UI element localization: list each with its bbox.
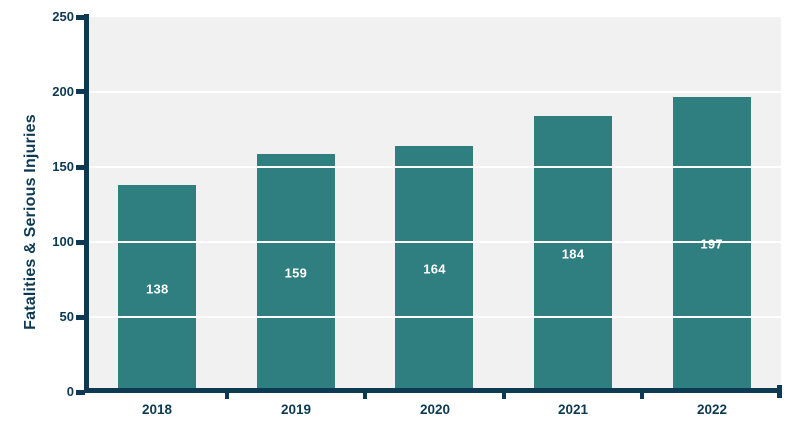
x-tick [502,392,506,399]
y-tick-label: 150 [52,159,74,174]
y-tick-label: 0 [66,384,74,399]
bar: 138 [118,185,197,392]
bar-slot: 197 [642,17,781,392]
y-tick [76,89,85,94]
bar-slot: 138 [88,17,227,392]
x-axis-line [84,388,782,393]
x-tick-label: 2019 [280,402,312,417]
y-tick [76,390,85,395]
y-tick-label: 50 [59,309,74,324]
y-tick-label: 100 [52,234,74,249]
x-tick [363,392,367,399]
x-tick-label: 2018 [141,402,173,417]
bar-value-label: 138 [146,281,169,296]
y-tick [76,15,85,20]
bar: 197 [672,96,751,392]
x-tick [225,392,229,399]
bar: 184 [534,116,613,392]
y-axis-line [84,14,89,393]
x-tick-label: 2020 [419,402,451,417]
y-tick [76,240,85,245]
bar-value-label: 197 [700,236,723,252]
bar-value-label: 159 [284,265,308,281]
plot-area: 138 159 164 184 197 [88,17,781,392]
x-tick-label: 2021 [557,402,589,417]
bar-slot: 184 [504,17,643,392]
bar-slot: 164 [365,17,504,392]
gridline [88,166,781,168]
y-tick [76,165,85,170]
bars-container: 138 159 164 184 197 [88,17,781,392]
y-axis-title: Fatalities & Serious Injuries [22,114,39,330]
x-axis-endcap [777,385,782,398]
x-tick [640,392,644,399]
y-tick-label: 250 [52,9,74,24]
y-tick-label: 200 [52,84,74,99]
gridline [88,91,781,93]
bar: 159 [256,153,335,392]
x-tick-label: 2022 [696,402,728,417]
gridline [88,241,781,243]
y-tick [76,315,85,320]
gridline [88,316,781,318]
bar-value-label: 164 [423,261,446,277]
bar: 164 [395,146,474,392]
bar-value-label: 184 [561,246,585,262]
bar-slot: 159 [227,17,366,392]
